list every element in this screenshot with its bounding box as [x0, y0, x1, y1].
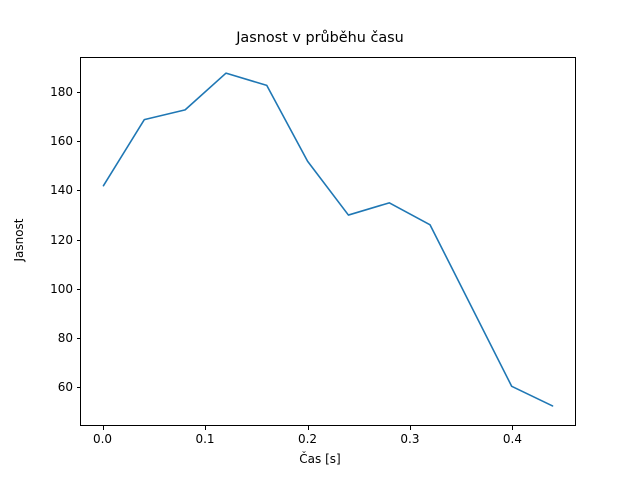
y-tick-label: 80	[57, 330, 73, 345]
x-tick-mark	[307, 426, 309, 430]
y-tick-label: 160	[50, 134, 73, 149]
chart-title: Jasnost v průběhu času	[236, 30, 404, 46]
y-tick-mark	[76, 387, 80, 389]
x-tick-label: 0.4	[502, 432, 522, 446]
series-line-jasnost	[102, 72, 554, 407]
y-tick-label: 140	[50, 183, 73, 198]
y-tick-mark	[76, 190, 80, 192]
plot-area	[80, 57, 576, 426]
y-tick-mark	[76, 239, 80, 241]
data-line-svg	[102, 72, 554, 407]
y-tick-label: 120	[50, 232, 73, 247]
x-tick-label: 0.1	[195, 432, 215, 446]
y-tick-label: 60	[57, 380, 73, 395]
x-tick-mark	[102, 426, 104, 430]
x-tick-mark	[409, 426, 411, 430]
x-tick-mark	[205, 426, 207, 430]
y-axis-tick-labels: 60 80 100 120 140 160 180	[0, 0, 73, 480]
y-tick-mark	[76, 141, 80, 143]
x-axis-tick-labels: 0.0 0.1 0.2 0.3 0.4	[0, 432, 640, 452]
y-tick-label: 100	[50, 281, 73, 296]
y-tick-mark	[76, 91, 80, 93]
x-tick-label: 0.0	[92, 432, 113, 446]
x-tick-label: 0.3	[400, 432, 420, 446]
x-tick-label: 0.2	[297, 432, 318, 446]
y-tick-mark	[76, 337, 80, 339]
y-tick-label: 180	[50, 84, 73, 99]
x-axis-label: Čas [s]	[299, 452, 341, 466]
y-tick-mark	[76, 288, 80, 290]
x-tick-mark	[512, 426, 514, 430]
